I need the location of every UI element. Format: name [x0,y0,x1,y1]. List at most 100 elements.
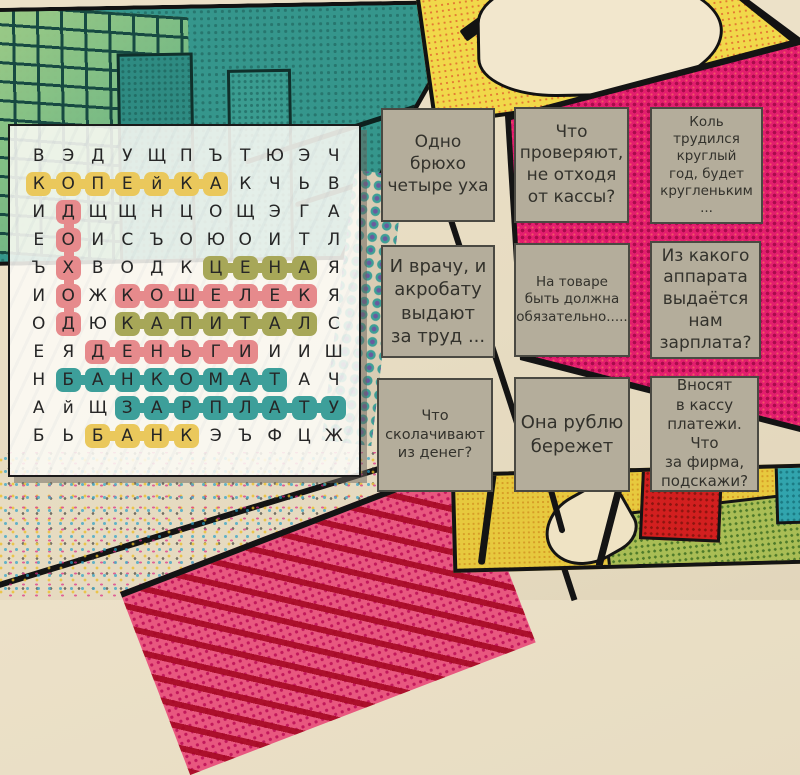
grid-cell[interactable]: Ш [319,338,349,366]
grid-cell[interactable]: С [113,226,143,254]
grid-cell[interactable]: А [24,394,54,422]
grid-cell[interactable]: Т [290,226,320,254]
grid-cell[interactable]: У [319,394,349,422]
grid-cell[interactable]: А [290,254,320,282]
grid-cell[interactable]: А [290,366,320,394]
grid-cell[interactable]: В [319,170,349,198]
grid-cell[interactable]: Д [54,198,84,231]
clue-card-7[interactable]: Что сколачивают из денег? [377,378,493,492]
grid-cell[interactable]: Ц [201,254,236,282]
clue-card-9[interactable]: Вносят в кассу платежи. Что за фирма, по… [650,376,759,492]
grid-cell[interactable]: Л [319,226,349,254]
grid-cell[interactable]: П [83,170,118,198]
grid-cell[interactable]: Ъ [142,226,172,254]
grid-cell[interactable]: О [24,310,54,338]
grid-cell[interactable]: К [172,170,206,198]
grid-cell[interactable]: Э [290,142,320,170]
grid-cell[interactable]: Я [319,254,349,282]
clue-card-1[interactable]: Одно брюхо четыре уха [381,108,495,222]
grid-cell[interactable]: О [172,366,206,394]
grid-cell[interactable]: К [231,170,261,198]
clue-card-3[interactable]: Коль трудился круглый год, будет круглен… [650,107,763,224]
clue-card-5[interactable]: На товаре быть должна обязательно..... [514,243,630,357]
grid-cell[interactable]: В [24,142,54,170]
grid-cell[interactable]: Г [201,338,236,366]
grid-cell[interactable]: Ю [201,226,231,254]
grid-cell[interactable]: Ь [290,170,320,198]
grid-cell[interactable]: К [172,422,202,450]
grid-cell[interactable]: И [231,338,261,366]
grid-cell[interactable]: З [113,394,147,422]
grid-cell[interactable]: Т [231,142,261,170]
grid-cell[interactable]: Ф [260,422,290,450]
grid-cell[interactable]: А [83,366,118,394]
grid-cell[interactable]: И [83,226,113,254]
grid-cell[interactable]: Л [231,394,265,422]
grid-cell[interactable]: Ъ [231,422,261,450]
grid-cell[interactable]: Т [290,394,324,422]
clue-card-2[interactable]: Что проверяют, не отходя от кассы? [514,107,629,223]
grid-cell[interactable]: О [54,226,84,259]
grid-cell[interactable]: Я [54,338,84,366]
grid-cell[interactable]: И [260,338,290,366]
grid-cell[interactable]: К [113,310,147,338]
grid-cell[interactable]: И [24,198,54,226]
grid-cell[interactable]: Ь [54,422,84,450]
grid-cell[interactable]: Ч [319,366,349,394]
clue-card-4[interactable]: И врачу, и акробату выдают за труд ... [381,245,495,358]
grid-cell[interactable]: В [83,254,113,282]
grid-cell[interactable]: А [260,310,295,338]
grid-cell[interactable]: Е [260,282,295,310]
grid-cell[interactable]: А [260,394,295,422]
grid-cell[interactable]: О [54,282,84,315]
grid-cell[interactable]: П [172,310,206,338]
grid-cell[interactable]: А [319,198,349,226]
grid-cell[interactable]: Ж [83,282,113,310]
clue-card-6[interactable]: Из какого аппарата выдаётся нам зарплата… [650,241,761,359]
grid-cell[interactable]: Н [142,338,177,366]
grid-cell[interactable]: А [231,366,265,394]
grid-cell[interactable]: Щ [83,394,113,422]
grid-cell[interactable]: Щ [83,198,113,226]
grid-cell[interactable]: О [113,254,143,282]
grid-cell[interactable]: Щ [231,198,261,226]
grid-cell[interactable]: Е [24,226,54,254]
grid-cell[interactable]: Д [83,338,118,366]
grid-cell[interactable]: Л [290,310,320,338]
grid-cell[interactable]: Б [54,366,88,394]
grid-cell[interactable]: И [24,282,54,310]
grid-cell[interactable]: Ц [290,422,320,450]
grid-cell[interactable]: Ъ [201,142,231,170]
grid-cell[interactable]: О [142,282,177,310]
grid-cell[interactable]: Е [113,170,147,198]
grid-cell[interactable]: У [113,142,143,170]
grid-cell[interactable]: О [231,226,261,254]
grid-cell[interactable]: И [260,226,290,254]
clue-card-8[interactable]: Она рублю бережет [514,377,630,492]
grid-cell[interactable]: Л [231,282,265,310]
grid-cell[interactable]: И [290,338,320,366]
grid-cell[interactable]: Д [83,142,113,170]
grid-cell[interactable]: О [172,226,202,254]
grid-cell[interactable]: Э [54,142,84,170]
grid-cell[interactable]: Е [201,282,236,310]
grid-cell[interactable]: А [142,394,177,422]
grid-cell[interactable]: Н [113,366,147,394]
grid-cell[interactable]: Е [113,338,147,366]
grid-cell[interactable]: Е [24,338,54,366]
grid-cell[interactable]: К [172,254,202,282]
grid-cell[interactable]: Т [260,366,290,394]
grid-cell[interactable]: Ь [172,338,206,366]
grid-cell[interactable]: й [142,170,177,198]
grid-cell[interactable]: А [201,170,231,198]
grid-cell[interactable]: С [319,310,349,338]
grid-cell[interactable]: Р [172,394,206,422]
grid-cell[interactable]: А [142,310,177,338]
grid-cell[interactable]: Х [54,254,84,287]
grid-cell[interactable]: Т [231,310,265,338]
grid-cell[interactable]: Б [24,422,54,450]
grid-cell[interactable]: Щ [113,198,143,226]
grid-cell[interactable]: П [172,142,202,170]
grid-cell[interactable]: Ч [260,170,290,198]
grid-cell[interactable]: О [54,170,88,198]
